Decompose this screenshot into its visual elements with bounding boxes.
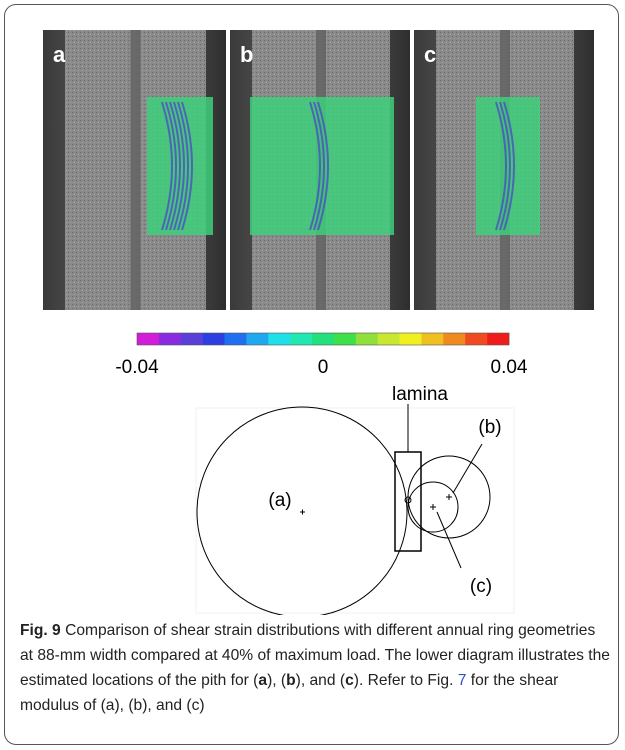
leader-b [453,444,482,493]
label-a: (a) [268,490,291,511]
photo: b [230,30,410,310]
label-c: (c) [470,576,492,597]
colorbar-swatch [203,333,225,345]
leader-c [437,512,461,568]
colorbar-tick-label: -0.04 [115,357,159,378]
colorbar: -0.04 0 0.04 [115,333,528,378]
caption-text: ), and ( [296,672,345,689]
caption-label: Fig. 9 [20,622,61,639]
label-b: (b) [478,417,501,438]
caption-ref: b [286,672,296,689]
colorbar-swatch [290,333,312,345]
caption-text: ), ( [267,672,286,689]
colorbar-swatch [181,333,203,345]
caption-ref: c [345,672,354,689]
pith-markers [300,494,452,515]
panel-label: b [240,42,253,67]
pith-diagram: lamina (b) (a) (c) [196,384,514,615]
caption-text: ). Refer to Fig. [354,672,458,689]
caption-ref: a [258,672,267,689]
page: a b c -0.04 0 0.04 lamina (b) (a) (c) Fig. 9… [0,0,625,750]
colorbar-swatch [378,333,400,345]
colorbar-swatch [137,333,159,345]
photo-panels: a b c [43,30,594,310]
colorbar-swatch [465,333,487,345]
colorbar-swatch [487,333,509,345]
colorbar-swatch [268,333,290,345]
colorbar-tick-label: 0.04 [491,357,528,378]
colorbar-swatch [443,333,465,345]
colorbar-swatch [400,333,422,345]
caption: Fig. 9 Comparison of shear strain distri… [20,618,612,718]
colorbar-swatch [312,333,334,345]
colorbar-swatch [225,333,247,345]
colorbar-swatch [356,333,378,345]
label-lamina: lamina [392,384,448,405]
colorbar-swatch [334,333,356,345]
colorbar-swatch [159,333,181,345]
colorbar-swatch [421,333,443,345]
panel-label: c [424,42,436,67]
specimen-left [65,30,131,310]
photo: a [43,30,226,310]
diagram-axes [196,408,514,613]
figure: a b c -0.04 0 0.04 lamina (b) (a) (c) [0,0,625,615]
panel-label: a [53,42,66,67]
colorbar-tick-label: 0 [318,357,329,378]
colorbar-swatch [246,333,268,345]
photo: c [414,30,594,310]
